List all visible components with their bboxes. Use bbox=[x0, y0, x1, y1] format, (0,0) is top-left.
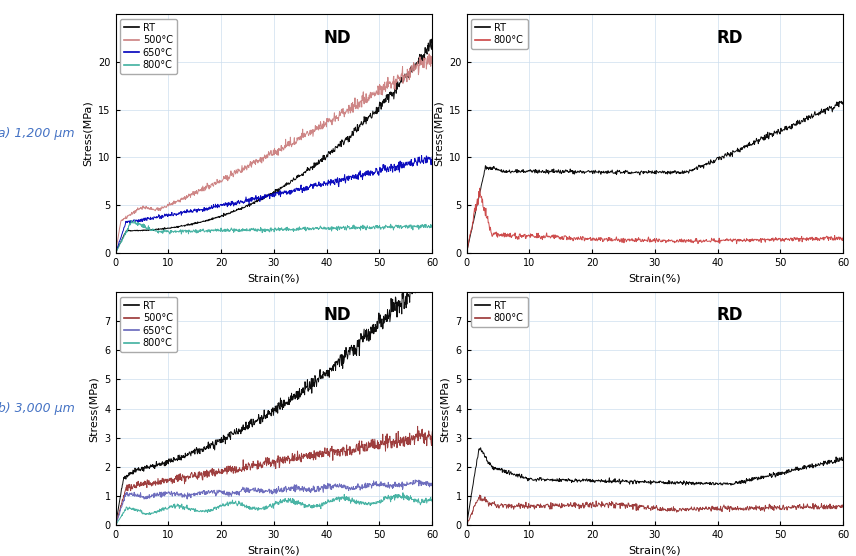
Legend: RT, 500°C, 650°C, 800°C: RT, 500°C, 650°C, 800°C bbox=[121, 297, 176, 352]
Legend: RT, 500°C, 650°C, 800°C: RT, 500°C, 650°C, 800°C bbox=[121, 19, 176, 74]
X-axis label: Strain(%): Strain(%) bbox=[628, 546, 681, 556]
Y-axis label: Stress(MPa): Stress(MPa) bbox=[89, 376, 99, 441]
Text: RD: RD bbox=[717, 306, 743, 324]
Legend: RT, 800°C: RT, 800°C bbox=[472, 19, 527, 49]
Y-axis label: Stress(MPa): Stress(MPa) bbox=[434, 101, 443, 166]
Text: (b) 3,000 μm: (b) 3,000 μm bbox=[0, 402, 75, 415]
Y-axis label: Stress(MPa): Stress(MPa) bbox=[440, 376, 450, 441]
X-axis label: Strain(%): Strain(%) bbox=[628, 274, 681, 284]
Text: ND: ND bbox=[324, 306, 351, 324]
X-axis label: Strain(%): Strain(%) bbox=[247, 546, 300, 556]
Text: RD: RD bbox=[717, 29, 743, 47]
X-axis label: Strain(%): Strain(%) bbox=[247, 274, 300, 284]
Text: (a) 1,200 μm: (a) 1,200 μm bbox=[0, 127, 75, 140]
Legend: RT, 800°C: RT, 800°C bbox=[472, 297, 527, 327]
Y-axis label: Stress(MPa): Stress(MPa) bbox=[83, 101, 92, 166]
Text: ND: ND bbox=[324, 29, 351, 47]
